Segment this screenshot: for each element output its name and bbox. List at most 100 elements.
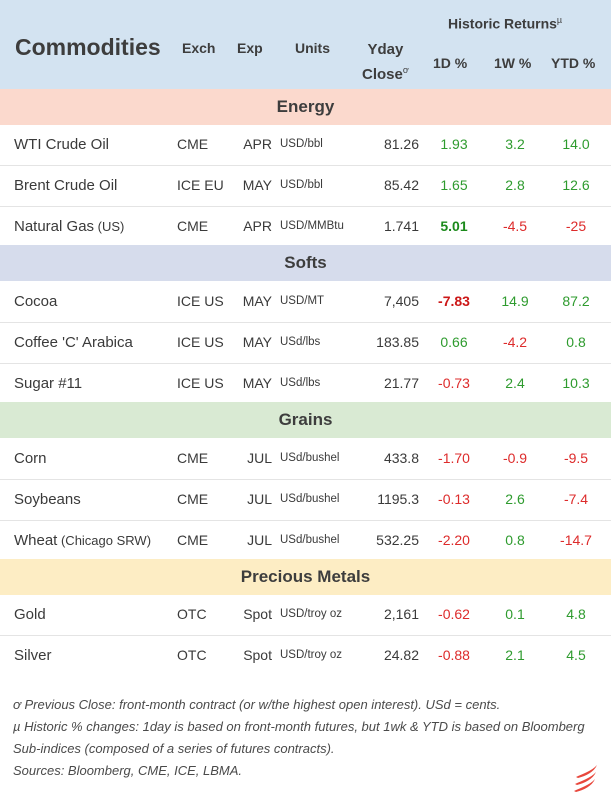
commodity-name-text: Silver [14,647,52,664]
return-1w: -4.2 [502,334,528,350]
exchange: ICE US [177,375,224,391]
return-ytd: 87.2 [562,293,590,309]
return-1d: 1.65 [440,177,468,193]
commodity-name: Corn [14,450,47,467]
table-row: Natural Gas (US) CME APR USD/MMBtu 1.741 5.01… [0,206,611,247]
commodity-name: Soybeans [14,491,81,508]
commodity-name-text: Cocoa [14,293,58,310]
section-softs: Softs [0,245,611,281]
commodity-name: Silver [14,647,52,664]
units: USD/MT [280,295,325,307]
footnote-historic-changes: µ Historic % changes: 1day is based on f… [13,719,585,756]
commodity-name-text: Natural Gas [14,218,95,235]
yday-footnote-mark: ơ [402,65,409,75]
commodity-name: Sugar #11 [14,375,82,392]
expiry: MAY [242,375,272,391]
return-ytd: 10.3 [562,375,590,391]
col-header-units: Units [295,40,330,56]
return-ytd: 0.8 [566,334,586,350]
commodity-name-text: Sugar #11 [14,375,83,392]
table-row: Cocoa ICE US MAY USD/MT 7,405 -7.83 14.9 87.2 [0,281,611,322]
return-1d: 0.66 [440,334,468,350]
col-header-yday-line2: Close [362,66,403,83]
exchange: OTC [177,606,207,622]
col-header-1w: 1W % [494,55,532,71]
row-divider [0,322,611,323]
return-ytd: -7.4 [563,491,589,507]
return-1w: 0.8 [505,532,525,548]
table-row: Coffee 'C' Arabica ICE US MAY USd/lbs 183.85… [0,322,611,363]
return-1w: 2.4 [505,375,525,391]
units: USd/lbs [280,336,321,348]
expiry: APR [243,218,272,234]
exchange: CME [177,218,209,234]
section-grains: Grains [0,402,611,438]
yday-close: 183.85 [376,334,419,350]
exchange: ICE EU [177,177,224,193]
exchange: CME [177,136,209,152]
units: USD/bbl [280,179,323,191]
flame-logo-icon [574,765,597,792]
return-1w: 2.1 [505,647,525,663]
return-ytd: -9.5 [563,450,589,466]
yday-close: 532.25 [376,532,419,548]
return-1w: -0.9 [502,450,528,466]
return-1d: -0.88 [438,647,470,663]
return-1w: -4.5 [502,218,528,234]
return-ytd: -14.7 [560,532,592,548]
col-header-historic-returns: Historic Returnsµ [448,15,562,32]
row-divider [0,635,611,636]
commodity-name-text: Coffee 'C' Arabica [14,334,133,351]
table-row: Brent Crude Oil ICE EU MAY USD/bbl 85.42 1.65… [0,165,611,206]
return-1w: 3.2 [505,136,525,152]
section-energy: Energy [0,89,611,125]
yday-close: 24.82 [383,647,419,663]
row-divider [0,206,611,207]
yday-close: 1195.3 [377,491,419,507]
row-divider [0,165,611,166]
return-1d: -7.83 [438,293,470,309]
return-1w: 14.9 [501,293,529,309]
return-ytd: 4.8 [566,606,586,622]
return-1d: 5.01 [440,218,468,234]
return-1d: -1.70 [438,450,470,466]
return-1d: -2.20 [438,532,470,548]
return-ytd: 12.6 [562,177,590,193]
yday-close: 2,161 [383,606,419,622]
table-row: WTI Crude Oil CME APR USD/bbl 81.26 1.93 3.2 14… [0,124,611,165]
commodity-name-text: Wheat [14,532,58,549]
col-header-yday-close: Yday Closeơ [362,40,409,85]
return-ytd: -25 [565,218,587,234]
expiry: MAY [242,334,272,350]
expiry: Spot [243,647,272,663]
row-divider [0,479,611,480]
col-header-yday-line1: Yday [367,41,404,58]
return-1d: -0.73 [438,375,470,391]
commodity-name-note: (Chicago SRW) [57,533,152,548]
return-ytd: 14.0 [562,136,590,152]
return-1d: -0.62 [438,606,470,622]
col-header-ytd: YTD % [551,55,596,71]
return-1w: 0.1 [505,606,525,622]
commodity-name-text: WTI Crude Oil [14,136,110,153]
table-title: Commodities [15,34,161,60]
col-header-exp: Exp [237,40,263,56]
expiry: MAY [242,177,272,193]
yday-close: 21.77 [383,375,419,391]
table-row: Soybeans CME JUL USd/bushel 1195.3 -0.13 2.6 -7… [0,479,611,520]
units: USd/bushel [280,493,340,505]
yday-close: 1.741 [383,218,419,234]
table-row: Gold OTC Spot USD/troy oz 2,161 -0.62 0.1 4.8 [0,594,611,635]
row-divider [0,363,611,364]
col-header-exch: Exch [182,40,216,56]
table-row: Sugar #11 ICE US MAY USd/lbs 21.77 -0.73 2.4 10… [0,363,611,404]
return-ytd: 4.5 [566,647,586,663]
commodity-name: Wheat (Chicago SRW) [14,532,151,549]
yday-close: 81.26 [383,136,419,152]
table-row: Silver OTC Spot USD/troy oz 24.82 -0.88 2.1 4.5 [0,635,611,676]
commodity-name-note: (US) [94,219,125,234]
footnote-sources: Sources: Bloomberg, CME, ICE, LBMA. [13,763,243,778]
exchange: ICE US [177,334,224,350]
exchange: CME [177,532,209,548]
